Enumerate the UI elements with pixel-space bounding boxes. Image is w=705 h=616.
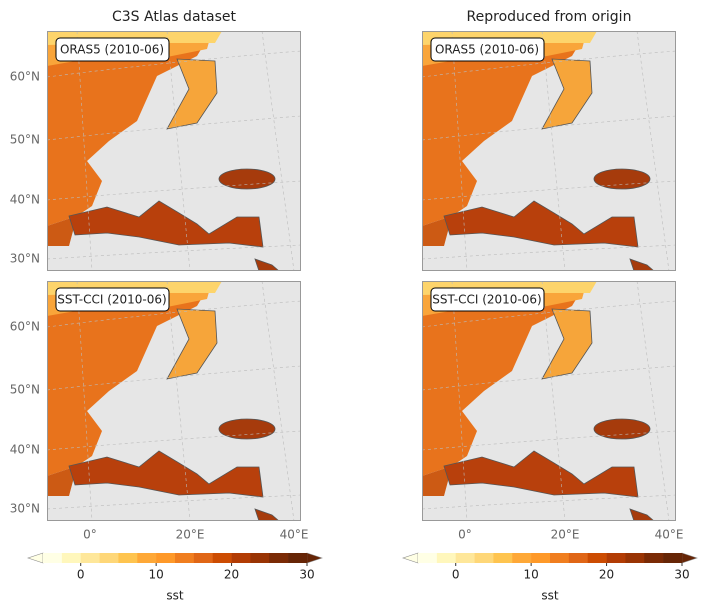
lat-tick-label: 40°N <box>10 193 40 207</box>
colorbar-bin <box>118 553 138 563</box>
lat-tick-label: 50°N <box>10 383 40 397</box>
colorbar-bin <box>568 553 589 563</box>
map <box>47 281 301 521</box>
colorbar-bin <box>156 553 176 563</box>
map-panel: ORAS5 (2010-06) <box>422 31 676 271</box>
colorbar-tick-label: 10 <box>524 568 539 582</box>
colorbar-bin <box>288 553 308 563</box>
lat-tick-label: 50°N <box>10 133 40 147</box>
colorbar-tick-label: 30 <box>299 568 314 582</box>
colorbar-bin <box>606 553 626 563</box>
lat-tick-label: 30°N <box>10 252 40 266</box>
colorbar-bin <box>193 553 214 563</box>
panel-label-box <box>430 37 545 62</box>
colorbar-tick-label: 0 <box>452 568 460 582</box>
colorbar-extend-low <box>27 552 44 564</box>
lon-tick-label: 40°E <box>280 528 309 542</box>
colorbar-bin <box>80 553 100 563</box>
colorbar-tick-label: 30 <box>674 568 689 582</box>
map <box>422 281 676 521</box>
lat-tick-label: 60°N <box>10 70 40 84</box>
colorbar-bin <box>250 553 270 563</box>
colorbar-bin <box>625 553 645 563</box>
colorbar-extend-low <box>402 552 419 564</box>
colorbar-bin <box>474 553 494 563</box>
colorbar-bin <box>61 553 82 563</box>
colorbar-bin <box>455 553 475 563</box>
lat-tick-label: 60°N <box>10 320 40 334</box>
colorbar-extend-high <box>306 552 323 564</box>
colorbar-bin <box>43 553 63 563</box>
panel-label: SST-CCI (2010-06) <box>432 293 541 307</box>
lon-tick-label: 20°E <box>176 528 205 542</box>
colorbar-bin <box>550 553 570 563</box>
colorbar-bin <box>418 553 438 563</box>
lon-tick-label: 0° <box>83 528 97 542</box>
colorbar-tick-label: 10 <box>149 568 164 582</box>
panel-label-box <box>55 287 170 312</box>
colorbar-bin <box>512 553 532 563</box>
colorbar-tick-label: 20 <box>224 568 239 582</box>
colorbar-bin <box>663 553 683 563</box>
lat-tick-label: 30°N <box>10 502 40 516</box>
lon-tick-label: 40°E <box>655 528 684 542</box>
colorbar-bin <box>99 553 119 563</box>
colorbar-bin <box>231 553 251 563</box>
panel-label: SST-CCI (2010-06) <box>57 293 166 307</box>
panel-label: ORAS5 (2010-06) <box>435 43 539 57</box>
lon-tick-label: 20°E <box>551 528 580 542</box>
colorbar-bin <box>644 553 664 563</box>
map <box>47 31 301 271</box>
colorbar-bin <box>137 553 157 563</box>
colorbar-bin <box>436 553 457 563</box>
colorbar-tick-label: 0 <box>77 568 85 582</box>
colorbar-label: sst <box>166 589 184 603</box>
colorbar-bin <box>531 553 551 563</box>
map-panel: ORAS5 (2010-06) 60°N 50°N 40°N 30°N <box>10 31 301 271</box>
colorbar-bin <box>587 553 607 563</box>
map-panel: SST-CCI (2010-06) <box>422 281 676 521</box>
colorbar-bin <box>269 553 289 563</box>
lat-tick-label: 40°N <box>10 443 40 457</box>
map-panel: SST-CCI (2010-06) 60°N 50°N 40°N 30°N <box>10 281 301 521</box>
colorbar-bin <box>212 553 232 563</box>
panel-title: Reproduced from origin <box>467 9 632 25</box>
panel-label-box <box>430 287 545 312</box>
lon-tick-label: 0° <box>458 528 472 542</box>
colorbar-bin <box>175 553 195 563</box>
colorbar-tick-label: 20 <box>599 568 614 582</box>
colorbar-label: sst <box>541 589 559 603</box>
map <box>422 31 676 271</box>
panel-label-box <box>55 37 170 62</box>
colorbar-bin <box>493 553 513 563</box>
panel-title: C3S Atlas dataset <box>112 9 236 25</box>
colorbar-extend-high <box>681 552 698 564</box>
panel-label: ORAS5 (2010-06) <box>60 43 164 57</box>
